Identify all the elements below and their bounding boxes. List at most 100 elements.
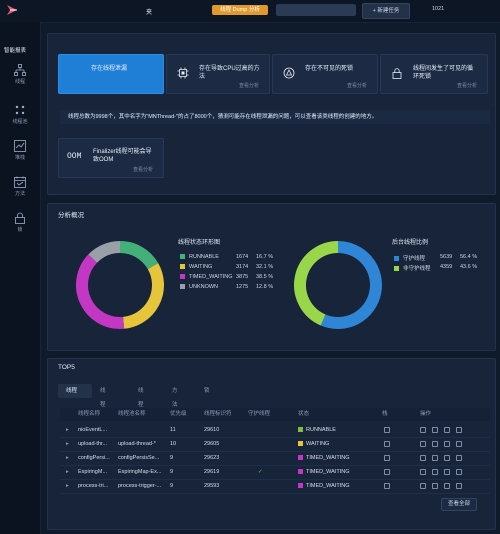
col-thread-id[interactable]: 线程标识符: [204, 411, 232, 417]
new-task-button[interactable]: + 新建任务: [362, 3, 410, 19]
export-icon[interactable]: [444, 441, 450, 447]
tab-lock[interactable]: 锁: [204, 388, 210, 394]
col-priority[interactable]: 优先级: [170, 411, 187, 417]
export-icon[interactable]: [444, 455, 450, 461]
copy-icon[interactable]: [432, 483, 438, 489]
stack-icon[interactable]: [384, 469, 390, 475]
daemon-flag: ✓: [258, 469, 263, 475]
lock-icon[interactable]: [456, 441, 462, 447]
legend-label: 非守护线程: [403, 266, 431, 272]
sidebar-title: 智能报表: [4, 48, 27, 54]
copy-icon[interactable]: [432, 455, 438, 461]
tab-method[interactable]: 方法: [172, 388, 178, 408]
copy-icon[interactable]: [432, 441, 438, 447]
thread-state-chart-title: 线程状态环形图: [178, 240, 221, 246]
table-row[interactable]: ▸ process-tri... process-trigger-... 9 29593…: [60, 480, 490, 494]
state-label: WAITING: [306, 441, 330, 447]
deadlock-icon: [283, 67, 295, 79]
table-row[interactable]: ▸ nioEventL... 11 29610 RUNNABLE: [60, 424, 490, 438]
col-stack[interactable]: 栈: [382, 411, 388, 417]
donut-slice--[interactable]: [320, 241, 382, 329]
donut-slice-waiting[interactable]: [122, 263, 164, 329]
issue-title: 存在线程泄漏: [91, 66, 128, 72]
sidebar-item-threadpool[interactable]: 线程池: [0, 104, 40, 125]
export-icon[interactable]: [444, 483, 450, 489]
view-analysis-link[interactable]: 查看分析: [456, 83, 477, 89]
top5-panel: [47, 358, 496, 530]
col-state[interactable]: 状态: [298, 411, 310, 417]
tab-thread[interactable]: 线程: [58, 384, 92, 398]
stack-icon[interactable]: [384, 427, 390, 433]
table-row[interactable]: ▸ upload-thr... upload-thread-* 10 29605 WAIT…: [60, 438, 490, 452]
legend-item[interactable]: WAITING 3174 32.1 %: [180, 264, 280, 270]
view-icon[interactable]: [420, 427, 426, 433]
view-icon[interactable]: [420, 483, 426, 489]
lock-icon: [15, 212, 25, 224]
legend-item[interactable]: TIMED_WAITING 3875 38.5 %: [180, 274, 280, 280]
table-row[interactable]: ▸ ExpiringM... ExpiringMap-Ex... 9 29619 ✓ TIM…: [60, 466, 490, 480]
state-cell: WAITING: [298, 438, 329, 451]
view-analysis-link[interactable]: 查看分析: [238, 83, 259, 89]
export-icon[interactable]: [444, 427, 450, 433]
expand-caret-icon[interactable]: ▸: [66, 483, 69, 489]
lock-icon[interactable]: [456, 469, 462, 475]
col-daemon[interactable]: 守护线程: [248, 411, 271, 417]
col-thread-name[interactable]: 线程名称: [78, 411, 101, 417]
sidebar: 智能报表 线程 线程池 堆栈 方法 锁: [0, 22, 41, 534]
stack-icon[interactable]: [384, 441, 390, 447]
legend-label: RUNNABLE: [189, 254, 219, 260]
view-icon[interactable]: [420, 441, 426, 447]
sidebar-item-stack[interactable]: 堆栈: [0, 140, 40, 161]
view-icon[interactable]: [420, 455, 426, 461]
expand-caret-icon[interactable]: ▸: [66, 469, 69, 475]
legend-swatch: [180, 254, 185, 260]
sidebar-item-thread[interactable]: 线程: [0, 64, 40, 85]
sidebar-item-label: 锁: [17, 227, 23, 233]
stack-icon[interactable]: [384, 483, 390, 489]
table-row[interactable]: ▸ configPersi... configPersisSe... 9 29623 TI…: [60, 452, 490, 466]
donut-slice-timed-waiting[interactable]: [76, 254, 125, 329]
tab-threadgroup[interactable]: 线程组: [138, 388, 144, 422]
issue-card-circular-deadlock[interactable]: 线程间发生了可见的循环死锁 查看分析: [380, 54, 488, 94]
legend-count: 3875: [236, 274, 249, 280]
issue-title: 线程间发生了可见的循环死锁: [413, 66, 474, 80]
expand-caret-icon[interactable]: ▸: [66, 455, 69, 461]
view-icon[interactable]: [420, 469, 426, 475]
issue-card-high-cpu[interactable]: 存在导致CPU过高的方法 查看分析: [166, 54, 270, 94]
cpu-icon: [177, 67, 189, 79]
export-icon[interactable]: [444, 469, 450, 475]
issue-card-finalizer-oom[interactable]: OOM Finalizer线程可能会导致OOM 查看分析: [58, 138, 164, 178]
state-cell: TIMED_WAITING: [298, 466, 350, 479]
legend-item[interactable]: RUNNABLE 1674 16.7 %: [180, 254, 280, 260]
issue-card-thread-leak[interactable]: 存在线程泄漏: [58, 54, 164, 94]
donut-slice-runnable[interactable]: [119, 241, 159, 270]
legend-item[interactable]: UNKNOWN 1275 12.8 %: [180, 284, 280, 290]
view-all-button[interactable]: 查看全部: [441, 498, 477, 511]
copy-icon[interactable]: [432, 469, 438, 475]
copy-icon[interactable]: [432, 427, 438, 433]
user-avatar[interactable]: 1021: [432, 6, 445, 12]
lock-icon[interactable]: [456, 483, 462, 489]
sidebar-item-method[interactable]: 方法: [0, 176, 40, 197]
view-analysis-link[interactable]: 查看分析: [132, 167, 153, 173]
stack-icon[interactable]: [384, 455, 390, 461]
project-name[interactable]: 夹: [146, 10, 153, 16]
issue-title: Finalizer线程可能会导致OOM: [93, 149, 152, 163]
analysis-type-badge[interactable]: 线程 Dump 分析: [212, 5, 268, 15]
legend-item[interactable]: 守护线程 5639 56.4 %: [394, 254, 494, 262]
view-analysis-link[interactable]: 查看分析: [346, 83, 367, 89]
donut-slice--[interactable]: [294, 241, 339, 326]
lock-icon[interactable]: [456, 455, 462, 461]
expand-caret-icon[interactable]: ▸: [66, 427, 69, 433]
legend-item[interactable]: 非守护线程 4359 43.6 %: [394, 264, 494, 272]
donut-slice-unknown[interactable]: [88, 241, 121, 263]
lock-icon[interactable]: [456, 427, 462, 433]
issue-card-invisible-deadlock[interactable]: 存在不可见的死锁 查看分析: [272, 54, 378, 94]
sidebar-item-lock[interactable]: 锁: [0, 212, 40, 233]
app-logo-icon[interactable]: [6, 4, 18, 16]
search-input[interactable]: [276, 4, 356, 16]
expand-caret-icon[interactable]: ▸: [66, 441, 69, 447]
col-pool-name[interactable]: 线程池名称: [118, 411, 146, 417]
tab-threadpool[interactable]: 线程池: [100, 388, 106, 422]
legend-percent: 56.4 %: [460, 254, 478, 260]
